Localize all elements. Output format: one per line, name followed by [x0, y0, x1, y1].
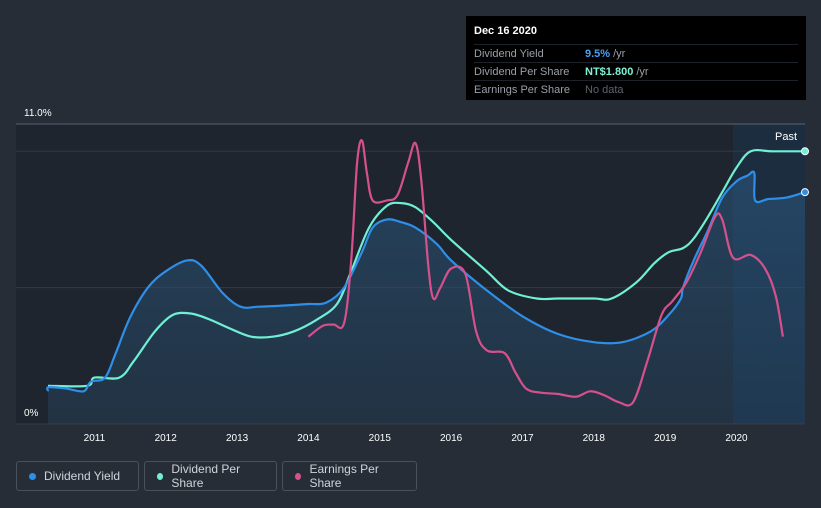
x-tick-label: 2012 — [155, 433, 178, 444]
dividend-yield-dot-icon — [29, 472, 36, 480]
tooltip-unit: /yr — [636, 65, 649, 78]
x-tick-label: 2013 — [226, 433, 249, 444]
x-axis-ticks: 2011 2012 2013 2014 2015 2016 2017 2018 2019 2020 — [84, 433, 748, 444]
x-tick-label: 2020 — [725, 433, 748, 444]
x-tick-label: 2019 — [654, 433, 677, 444]
dividend-per-share-line — [47, 148, 805, 388]
x-tick-label: 2017 — [511, 433, 534, 444]
dividend-yield-area — [47, 171, 805, 424]
legend-item-earnings-per-share[interactable]: Earnings Per Share — [282, 461, 417, 491]
tooltip-row-dividend-yield: Dividend Yield 9.5% /yr — [474, 44, 798, 62]
x-tick-label: 2011 — [84, 433, 106, 444]
legend-label: Dividend Per Share — [171, 462, 241, 490]
tooltip-row-earnings-per-share: Earnings Per Share No data — [474, 80, 798, 98]
earnings-per-share-dot-icon — [295, 472, 302, 480]
x-tick-label: 2018 — [583, 433, 606, 444]
tooltip-label: Earnings Per Share — [474, 83, 570, 96]
dividend-yield-line — [46, 170, 806, 393]
tooltip-value: No data — [585, 83, 624, 96]
chart-legend: Dividend Yield Dividend Per Share Earnin… — [16, 461, 417, 491]
legend-item-dividend-yield[interactable]: Dividend Yield — [16, 461, 139, 491]
legend-label: Earnings Per Share — [309, 462, 379, 490]
dividend-per-share-end-marker — [801, 147, 809, 156]
tooltip-value: NT$1.800 — [585, 65, 634, 78]
x-tick-label: 2014 — [297, 433, 320, 444]
tooltip-label: Dividend Yield — [474, 47, 544, 60]
tooltip-value: 9.5% — [585, 47, 611, 60]
past-label: Past — [775, 131, 797, 143]
tooltip-label: Dividend Per Share — [474, 65, 570, 78]
tooltip-row-dividend-per-share: Dividend Per Share NT$1.800 /yr — [474, 62, 798, 80]
dividend-yield-end-marker — [801, 188, 809, 197]
legend-label: Dividend Yield — [44, 469, 121, 483]
dividend-per-share-dot-icon — [157, 472, 164, 480]
earnings-per-share-line — [307, 139, 784, 407]
x-tick-label: 2015 — [369, 433, 392, 444]
legend-item-dividend-per-share[interactable]: Dividend Per Share — [144, 461, 277, 491]
tooltip-unit: /yr — [613, 47, 626, 60]
x-tick-label: 2016 — [440, 433, 463, 444]
y-tick-label-bottom: 0% — [24, 408, 39, 419]
tooltip: Dec 16 2020 Dividend Yield 9.5% /yr Divi… — [466, 16, 806, 100]
tooltip-date: Dec 16 2020 — [474, 25, 537, 37]
y-tick-label-top: 11.0% — [24, 108, 52, 119]
